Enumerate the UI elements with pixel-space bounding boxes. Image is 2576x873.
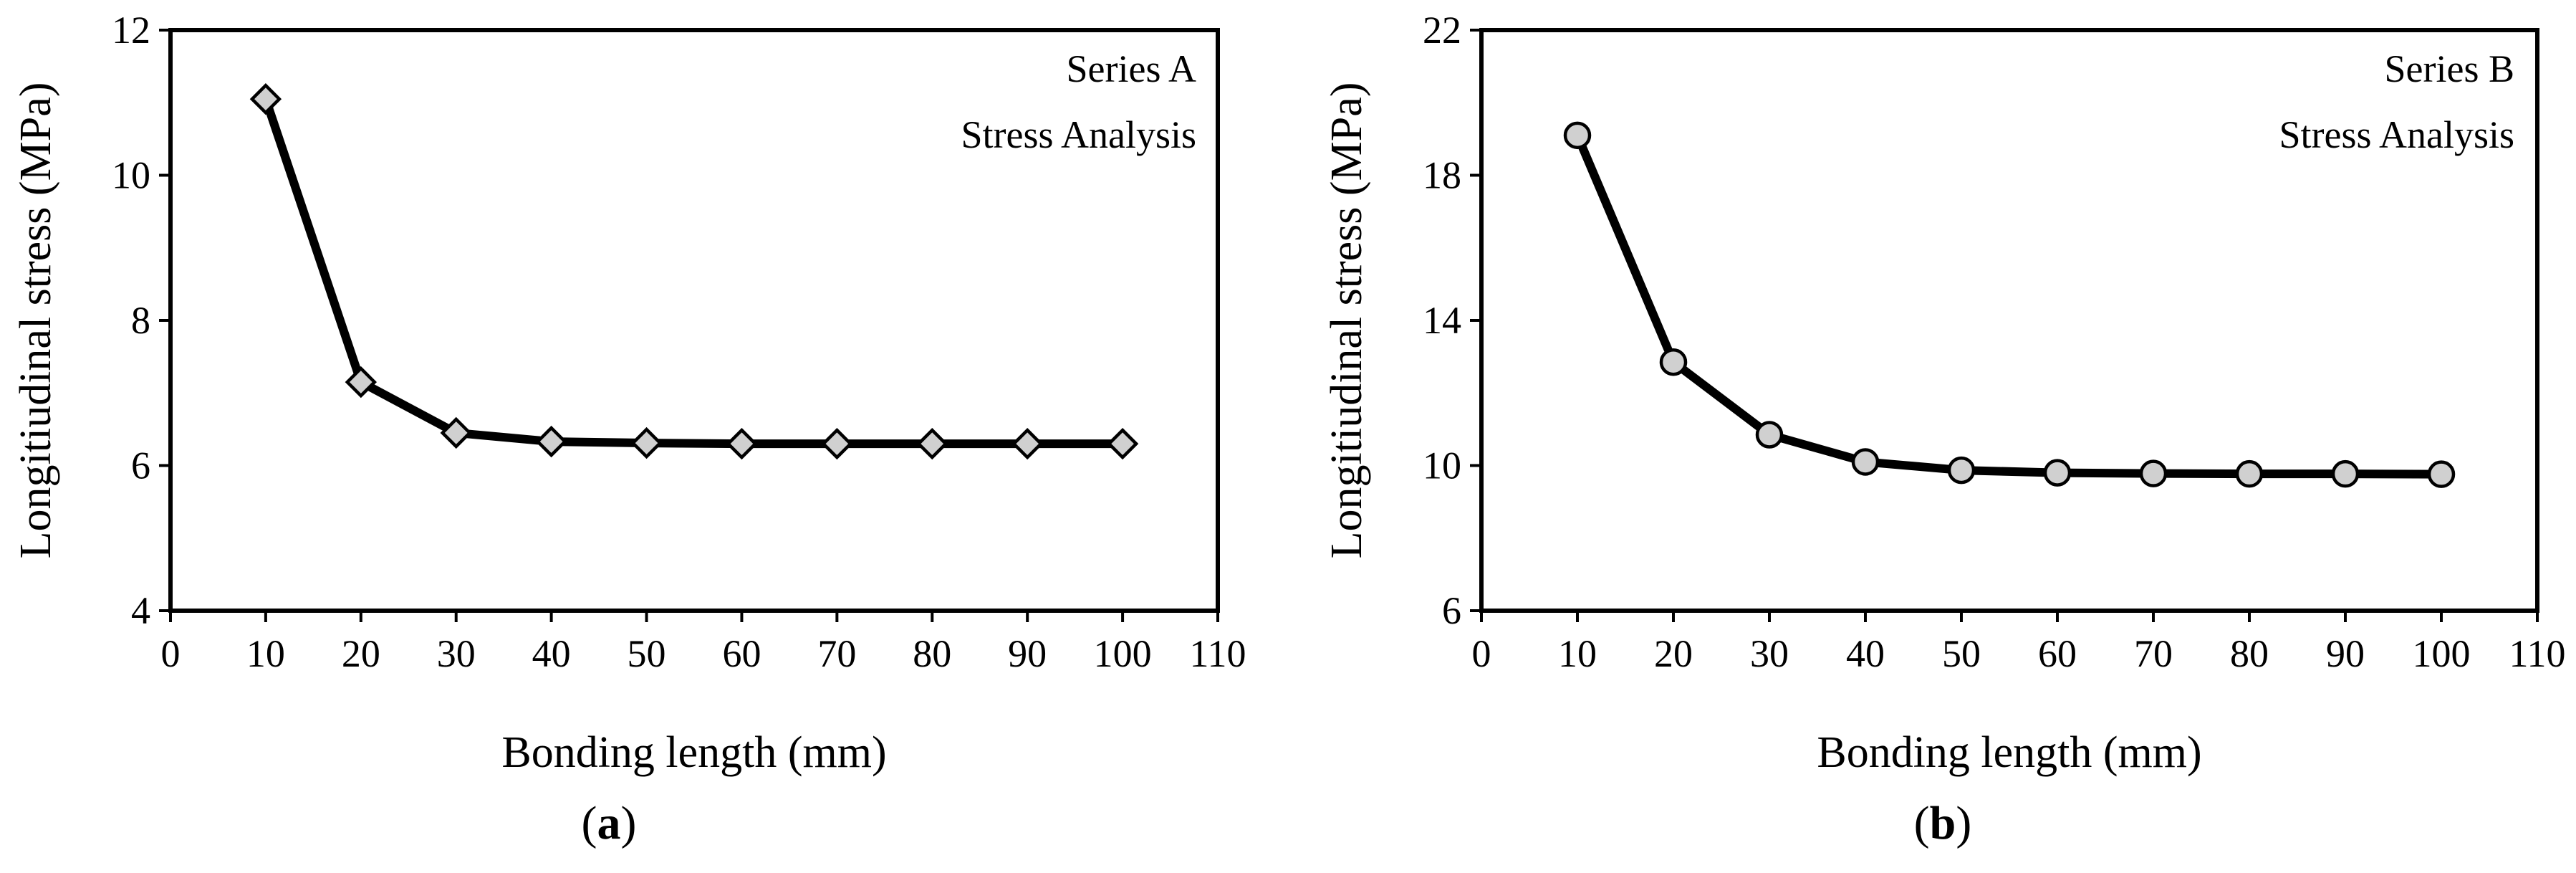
data-point-diamond: [1011, 427, 1044, 460]
y-axis-label: Longitiudinal stress (MPa): [1322, 82, 1371, 559]
data-point-circle: [1755, 421, 1784, 449]
x-axis-label: Bonding length (mm): [501, 728, 886, 777]
y-tick-label: 18: [1423, 154, 1461, 197]
caption-paren-open: (: [1914, 797, 1930, 849]
x-tick-label: 60: [2038, 632, 2077, 675]
y-tick-label: 10: [1423, 444, 1461, 487]
caption-paren-open: (: [582, 797, 597, 849]
data-point-diamond: [440, 416, 472, 449]
data-point-circle: [1659, 348, 1688, 376]
data-point-circle: [2235, 459, 2264, 488]
data-point-circle: [1563, 121, 1592, 150]
data-point-diamond: [821, 427, 853, 460]
x-tick-label: 60: [722, 632, 761, 675]
annotation-line: Series B: [2385, 47, 2515, 90]
x-tick-label: 0: [161, 632, 181, 675]
chart-panel-b: 0 10 20 30 40 50 60 70 80 90 100 110 6 10 14 18 22 Bondin…: [1322, 9, 2566, 849]
y-tick-label: 6: [131, 444, 150, 487]
x-tick-label: 20: [1654, 632, 1693, 675]
annotation-line: Stress Analysis: [2279, 113, 2514, 156]
y-tick-label: 14: [1423, 299, 1461, 342]
chart-panel-a: 0 10 20 30 40 50 60 70 80 90 100 110 4 6 8 10 12 Bonding …: [11, 9, 1246, 849]
data-point-circle: [1947, 456, 1976, 485]
caption-letter: b: [1930, 797, 1956, 849]
x-tick-label: 70: [817, 632, 856, 675]
x-tick-label: 40: [1846, 632, 1885, 675]
caption-paren-close: ): [621, 797, 637, 849]
data-point-circle: [2427, 460, 2456, 488]
x-tick-label: 50: [628, 632, 666, 675]
x-tick-label: 50: [1942, 632, 1981, 675]
y-tick-label: 10: [112, 154, 150, 197]
y-axis-label: Longitiudinal stress (MPa): [11, 82, 60, 559]
data-point-diamond: [630, 426, 663, 459]
data-point-diamond: [916, 427, 948, 460]
x-tick-label: 10: [1558, 632, 1597, 675]
data-point-diamond: [726, 427, 758, 460]
series-line: [261, 95, 1128, 449]
x-axis-label: Bonding length (mm): [1817, 728, 2201, 777]
y-tick-label: 22: [1423, 9, 1461, 52]
x-tick-label: 20: [342, 632, 380, 675]
x-tick-label: 110: [2509, 632, 2566, 675]
caption-paren-close: ): [1956, 797, 1971, 849]
panel-caption: (a): [582, 797, 637, 849]
x-tick-label: 80: [913, 632, 951, 675]
x-tick-label: 30: [1750, 632, 1789, 675]
x-tick-label: 0: [1472, 632, 1491, 675]
x-tick-label: 80: [2230, 632, 2269, 675]
series-line: [1573, 130, 2446, 479]
data-point-diamond: [345, 366, 378, 399]
x-tick-label: 30: [437, 632, 476, 675]
data-point-circle: [2139, 459, 2168, 487]
x-tick-label: 100: [2413, 632, 2471, 675]
x-tick-label: 40: [532, 632, 571, 675]
x-tick-label: 90: [2326, 632, 2365, 675]
annotation-line: Series A: [1067, 47, 1197, 90]
caption-letter: a: [597, 797, 621, 849]
x-tick-label: 70: [2134, 632, 2173, 675]
y-tick-label: 4: [131, 589, 150, 632]
x-tick-label: 10: [246, 632, 285, 675]
data-point-diamond: [249, 83, 282, 115]
data-point-circle: [2331, 459, 2360, 488]
x-tick-label: 90: [1008, 632, 1047, 675]
x-tick-label: 110: [1190, 632, 1246, 675]
panel-caption: (b): [1914, 797, 1972, 849]
y-tick-label: 8: [131, 299, 150, 342]
data-point-circle: [2043, 459, 2072, 487]
y-tick-label: 12: [112, 9, 150, 52]
data-point-diamond: [1106, 427, 1139, 460]
data-point-circle: [1851, 448, 1880, 476]
x-tick-label: 100: [1094, 632, 1152, 675]
annotation-line: Stress Analysis: [961, 113, 1196, 156]
data-point-diamond: [535, 425, 567, 458]
y-tick-label: 6: [1442, 589, 1461, 632]
